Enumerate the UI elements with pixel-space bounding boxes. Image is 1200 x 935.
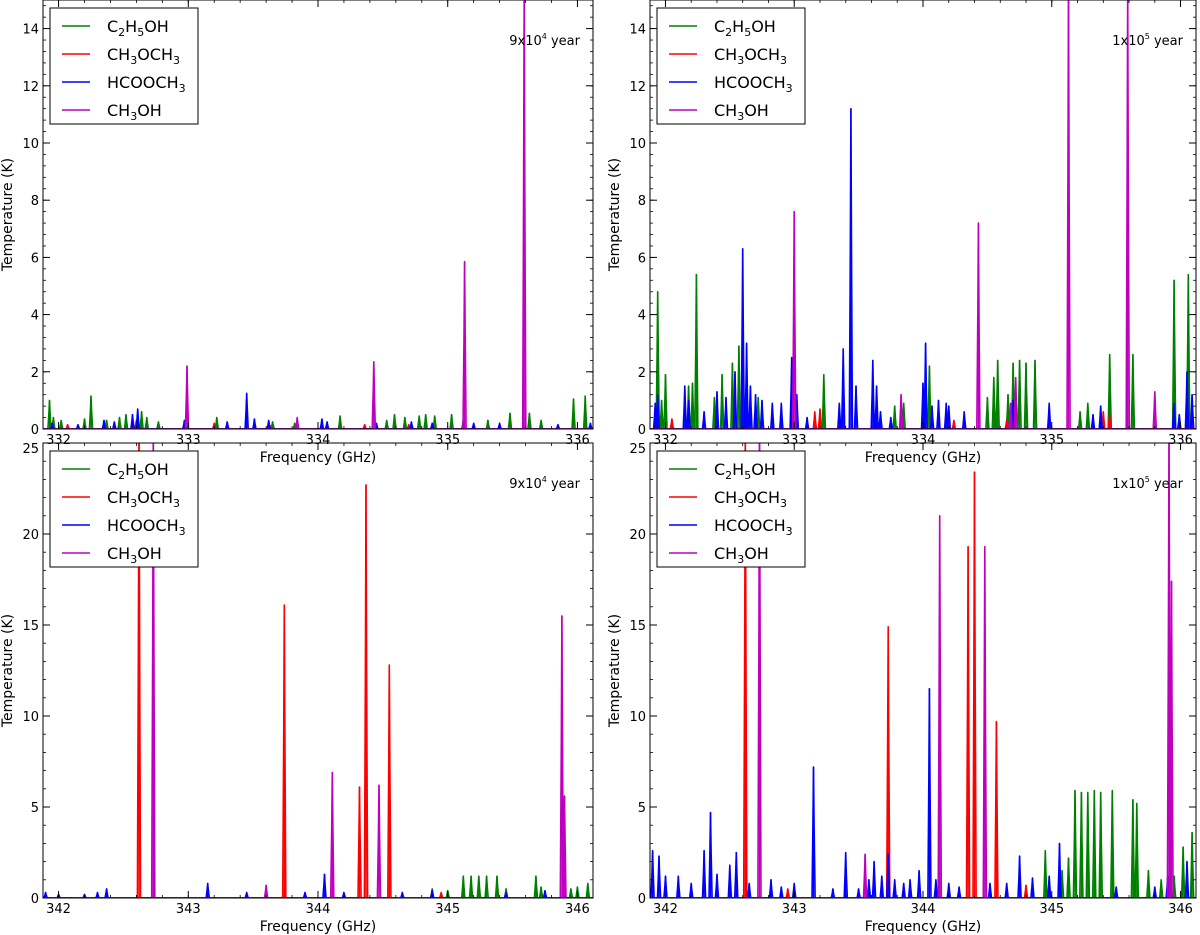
y-tick-label: 10 — [22, 137, 39, 152]
x-tick-label: 345 — [435, 902, 460, 917]
y-tick-label: 10 — [629, 710, 646, 725]
y-tick-label: 0 — [638, 423, 646, 438]
y-tick-label: 25 — [629, 442, 646, 457]
y-tick-label: 10 — [629, 137, 646, 152]
x-tick-label: 334 — [306, 433, 331, 448]
series-line-hcooch3 — [43, 392, 593, 429]
y-tick-label: 6 — [638, 251, 646, 266]
chart-panel-top-right: 332 333 334 335 336 0 2 4 6 8 10 12 14 Frequency (GHz… — [607, 0, 1197, 466]
legend: C2H5OH CH3OCH3 HCOOCH3 CH3OH — [49, 450, 199, 568]
y-tick-label: 20 — [22, 528, 39, 543]
y-tick-label: 14 — [629, 23, 646, 38]
y-tick-label: 6 — [31, 251, 39, 266]
legend-label-hcooch3: HCOOCH3 — [107, 73, 186, 95]
x-tick-label: 336 — [565, 433, 590, 448]
x-tick-label: 332 — [653, 433, 678, 448]
y-axis-label: Temperature (K) — [0, 158, 16, 272]
y-tick-label: 8 — [638, 194, 646, 209]
y-tick-label: 5 — [31, 801, 39, 816]
y-tick-label: 0 — [31, 423, 39, 438]
age-annotation: 9x104 year — [509, 32, 580, 49]
x-tick-label: 343 — [782, 902, 807, 917]
legend-box — [49, 450, 199, 568]
legend-label-ch3oh: CH3OH — [107, 544, 162, 566]
x-tick-label: 342 — [46, 902, 71, 917]
series-line-ch3oh — [650, 0, 1196, 429]
age-annotation: 9x104 year — [509, 475, 580, 492]
legend-label-c2h5oh: C2H5OH — [107, 460, 169, 482]
y-tick-label: 15 — [629, 619, 646, 634]
chart-panel-bottom-left: 342 343 344 345 346 0 5 10 15 20 25 Frequency (GHz)… — [0, 442, 594, 935]
y-axis-label: Temperature (K) — [607, 614, 623, 728]
legend-label-ch3oh: CH3OH — [107, 101, 162, 123]
x-tick-label: 333 — [782, 433, 807, 448]
x-axis-label: Frequency (GHz) — [260, 450, 376, 466]
y-tick-label: 2 — [638, 366, 646, 381]
y-tick-label: 25 — [22, 442, 39, 457]
legend-label-hcooch3: HCOOCH3 — [714, 73, 793, 95]
x-axis-label: Frequency (GHz) — [260, 919, 376, 935]
legend-box — [656, 450, 806, 568]
y-tick-label: 14 — [22, 23, 39, 38]
legend: C2H5OH CH3OCH3 HCOOCH3 CH3OH — [49, 7, 199, 125]
x-tick-label: 335 — [1039, 433, 1064, 448]
legend-label-c2h5oh: C2H5OH — [107, 17, 169, 39]
y-tick-label: 4 — [638, 309, 646, 324]
y-axis-label: Temperature (K) — [0, 614, 16, 728]
legend-label-ch3oh: CH3OH — [714, 101, 769, 123]
y-tick-label: 8 — [31, 194, 39, 209]
legend-label-ch3oh: CH3OH — [714, 544, 769, 566]
x-tick-label: 344 — [911, 902, 936, 917]
y-tick-label: 4 — [31, 309, 39, 324]
x-tick-label: 343 — [176, 902, 201, 917]
y-tick-label: 10 — [22, 710, 39, 725]
x-tick-label: 334 — [911, 433, 936, 448]
y-tick-label: 20 — [629, 528, 646, 543]
x-axis-label: Frequency (GHz) — [865, 919, 981, 935]
x-tick-label: 344 — [306, 902, 331, 917]
legend-label-ch3och3: CH3OCH3 — [107, 45, 180, 67]
legend-label-hcooch3: HCOOCH3 — [714, 516, 793, 538]
plot-area — [43, 0, 593, 429]
y-tick-label: 15 — [22, 619, 39, 634]
age-annotation: 1x105 year — [1112, 32, 1183, 49]
legend-label-c2h5oh: C2H5OH — [714, 460, 776, 482]
x-tick-label: 346 — [1168, 902, 1193, 917]
plot-area — [650, 443, 1196, 898]
chart-panel-top-left: 332 333 334 335 336 0 2 4 6 8 10 12 14 Frequency (GHz… — [0, 0, 594, 466]
plot-area — [650, 0, 1196, 429]
y-tick-label: 2 — [31, 366, 39, 381]
legend: C2H5OH CH3OCH3 HCOOCH3 CH3OH — [656, 7, 806, 125]
y-tick-label: 0 — [638, 892, 646, 907]
legend-label-ch3och3: CH3OCH3 — [714, 488, 787, 510]
legend-label-ch3och3: CH3OCH3 — [107, 488, 180, 510]
x-tick-label: 335 — [435, 433, 460, 448]
x-axis-label: Frequency (GHz) — [865, 450, 981, 466]
legend-box — [49, 7, 199, 125]
x-tick-label: 333 — [176, 433, 201, 448]
y-tick-label: 12 — [22, 80, 39, 95]
legend-label-c2h5oh: C2H5OH — [714, 17, 776, 39]
x-tick-label: 345 — [1039, 902, 1064, 917]
chart-panel-bottom-right: 342 343 344 345 346 0 5 10 15 20 25 Frequency (GHz)… — [607, 442, 1197, 935]
x-tick-label: 332 — [46, 433, 71, 448]
y-tick-label: 0 — [31, 892, 39, 907]
legend-label-ch3och3: CH3OCH3 — [714, 45, 787, 67]
legend: C2H5OH CH3OCH3 HCOOCH3 CH3OH — [656, 450, 806, 568]
legend-box — [656, 7, 806, 125]
age-annotation: 1x105 year — [1112, 475, 1183, 492]
y-axis-label: Temperature (K) — [607, 158, 623, 272]
series-line-c2h5oh — [650, 789, 1196, 898]
y-tick-label: 5 — [638, 801, 646, 816]
legend-label-hcooch3: HCOOCH3 — [107, 516, 186, 538]
x-tick-label: 346 — [565, 902, 590, 917]
x-tick-label: 342 — [653, 902, 678, 917]
x-tick-label: 336 — [1168, 433, 1193, 448]
y-tick-label: 12 — [629, 80, 646, 95]
